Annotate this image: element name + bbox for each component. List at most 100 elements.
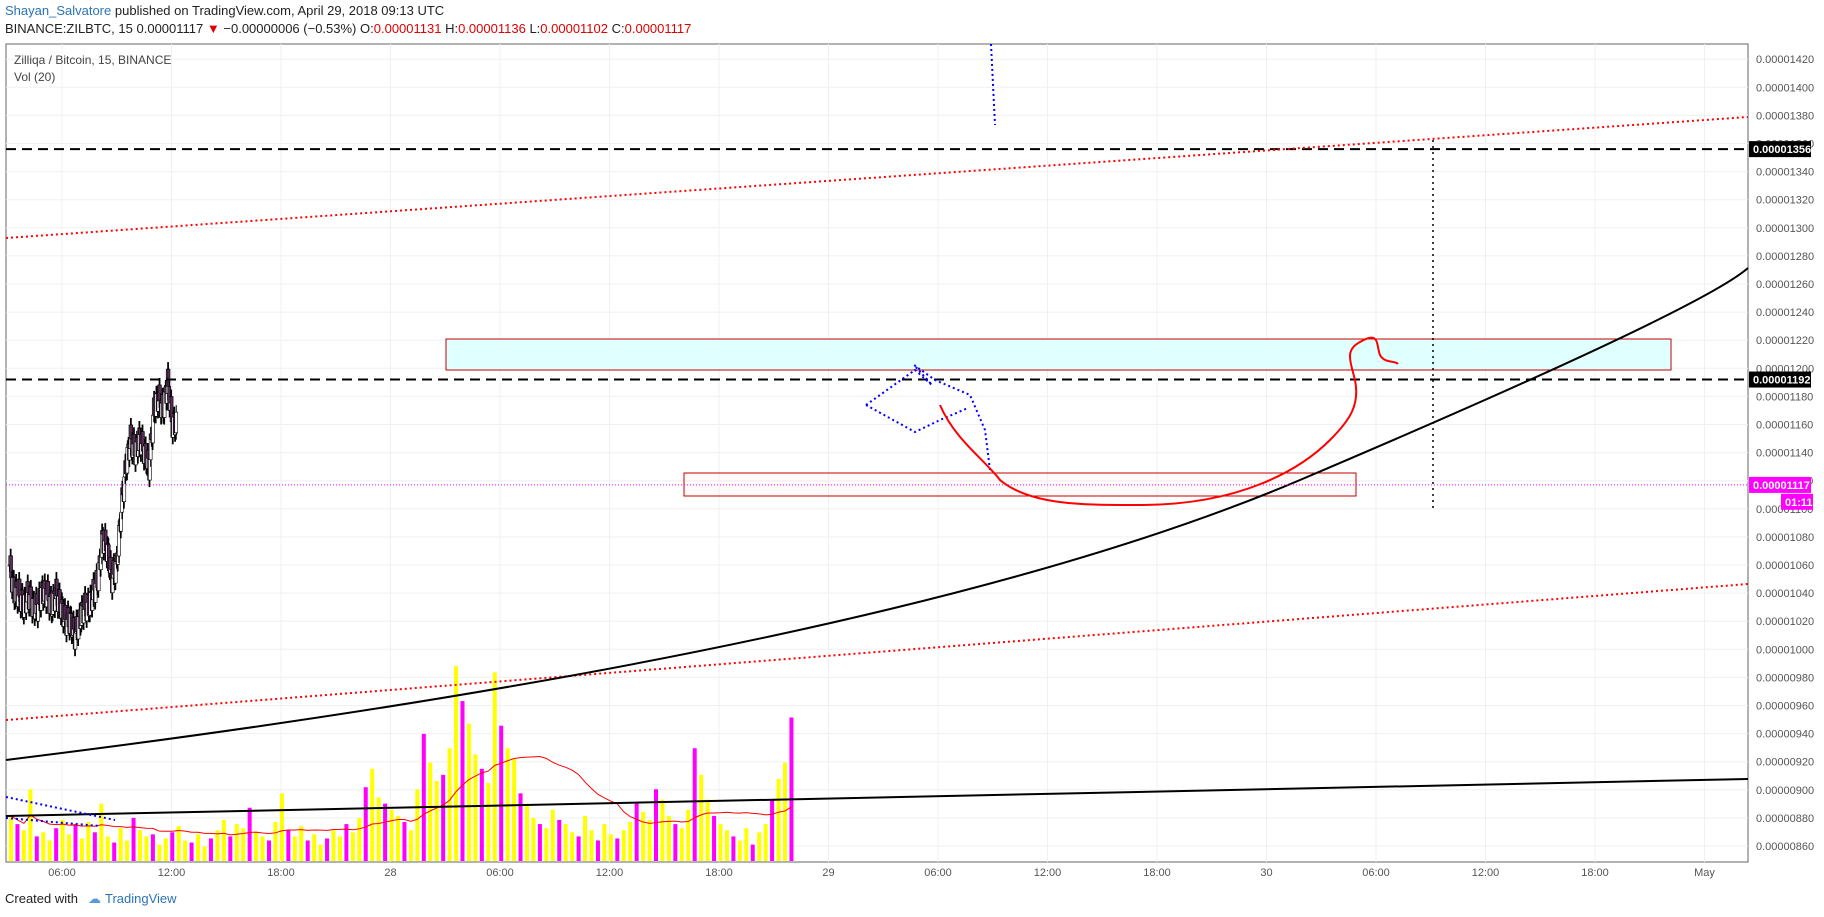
author-link[interactable]: Shayan_Salvatore	[5, 3, 112, 18]
low-value: 0.00001102	[540, 21, 608, 36]
volume-bar	[21, 830, 26, 861]
y-tick-label: 0.00001060	[1756, 560, 1814, 572]
x-tick-label: 30	[1260, 867, 1272, 879]
volume-bar	[157, 844, 162, 861]
pattern-dotted-line	[865, 364, 991, 471]
volume-bar	[163, 838, 168, 861]
x-tick-label: 12:00	[158, 867, 186, 879]
volume-bar	[357, 817, 362, 861]
y-tick-label: 0.00000880	[1756, 813, 1814, 825]
volume-bar	[208, 838, 213, 861]
long-trend-line	[5, 778, 1749, 817]
volume-bar	[363, 787, 368, 861]
volume-bar	[731, 836, 736, 861]
volume-bar	[273, 822, 278, 861]
volume-bar	[595, 840, 600, 861]
channel-lower-line	[5, 583, 1749, 721]
price-label: 0.00001192	[1753, 375, 1811, 387]
volume-bar	[15, 824, 20, 861]
volume-bar	[589, 830, 594, 861]
time-axis[interactable]: 06:00 12:00 18:00 28 06:00 12:00 18:00 29 06:00 1…	[48, 867, 1715, 879]
volume-bar	[492, 672, 497, 861]
price-axis[interactable]: 0.00000860 0.00000880 0.00000900 0.00000920…	[1749, 54, 1814, 853]
volume-bar	[537, 824, 542, 861]
y-tick-label: 0.00001320	[1756, 195, 1814, 207]
volume-bar	[99, 803, 104, 861]
footer: Created with ☁ TradingView	[5, 891, 177, 907]
y-tick-label: 0.00001140	[1756, 448, 1813, 460]
open-value: 0.00001131	[373, 21, 442, 36]
tradingview-logo-icon: ☁	[87, 891, 101, 906]
close-value: 0.00001117	[624, 21, 692, 36]
volume-bar	[286, 830, 291, 861]
volume-legend: Vol (20)	[14, 70, 56, 84]
volume-bar	[131, 817, 136, 861]
volume-bar	[202, 846, 207, 861]
volume-bar	[267, 840, 271, 861]
last-price: 0.00001117	[136, 21, 204, 36]
volume-bar	[67, 834, 72, 861]
y-tick-label: 0.00001160	[1756, 420, 1813, 432]
volume-bar	[312, 834, 317, 861]
volume-bar	[718, 824, 723, 861]
y-tick-label: 0.00001240	[1756, 307, 1814, 319]
volume-bar	[428, 762, 433, 861]
volume-bar	[770, 799, 775, 861]
created-with: Created with	[5, 891, 78, 906]
volume-bar	[460, 701, 465, 861]
y-tick-label: 0.00001080	[1756, 532, 1814, 544]
volume-bar	[337, 836, 342, 861]
volume-bar	[544, 828, 549, 861]
price-label: 01:11	[1785, 497, 1813, 509]
published-text: published on TradingView.com, April 29, …	[114, 3, 445, 18]
volume-bar	[466, 723, 471, 861]
volume-bar	[789, 717, 794, 861]
x-tick-label: 18:00	[705, 867, 733, 879]
volume-bar	[376, 797, 381, 861]
x-tick-label: 12:00	[1472, 867, 1500, 879]
volume-bar	[170, 832, 175, 861]
volume-bar	[215, 830, 220, 861]
y-tick-label: 0.00001300	[1756, 223, 1814, 235]
volume-bar	[557, 820, 562, 861]
price-label-bg	[1749, 371, 1811, 388]
volume-bar	[73, 824, 78, 861]
y-tick-label: 0.00001020	[1756, 616, 1814, 628]
tradingview-link[interactable]: TradingView	[104, 891, 177, 906]
volume-bar	[608, 834, 613, 861]
volume-bar	[402, 822, 407, 861]
y-tick-label: 0.00001420	[1756, 54, 1814, 66]
volume-bar	[634, 803, 639, 861]
volume-bar	[615, 838, 620, 861]
volume-bar	[783, 762, 787, 861]
y-tick-label: 0.00001040	[1756, 588, 1814, 600]
volume-bar	[60, 820, 65, 861]
price-label: 0.00001356	[1753, 144, 1811, 156]
y-tick-label: 0.00000960	[1756, 701, 1814, 713]
publish-header: Shayan_Salvatore published on TradingVie…	[5, 3, 444, 18]
volume-bar	[305, 840, 310, 861]
volume-bar	[583, 815, 588, 861]
volume-bar	[550, 809, 555, 861]
volume-bar	[479, 768, 484, 861]
volume-bar	[415, 789, 420, 861]
volume-bar	[705, 799, 710, 861]
volume-bar	[699, 774, 704, 861]
ohlc-bar: BINANCE:ZILBTC, 15 0.00001117 ▼ −0.00000…	[5, 21, 691, 36]
volume-bar	[234, 824, 239, 861]
volume-bar	[602, 824, 607, 861]
volume-bar	[776, 779, 781, 861]
volume-bar	[660, 799, 665, 861]
y-tick-label: 0.00001380	[1756, 110, 1814, 122]
symbol-label: BINANCE:ZILBTC, 15	[5, 21, 133, 36]
volume-bar	[112, 842, 117, 861]
projection-path	[939, 336, 1399, 507]
volume-bar	[396, 815, 400, 861]
volume-bar	[737, 840, 742, 861]
volume-bar	[350, 832, 355, 861]
high-value: 0.00001136	[458, 21, 526, 36]
volume-bar	[473, 754, 478, 861]
volume-bar	[712, 815, 717, 861]
volume-bar	[344, 824, 349, 861]
